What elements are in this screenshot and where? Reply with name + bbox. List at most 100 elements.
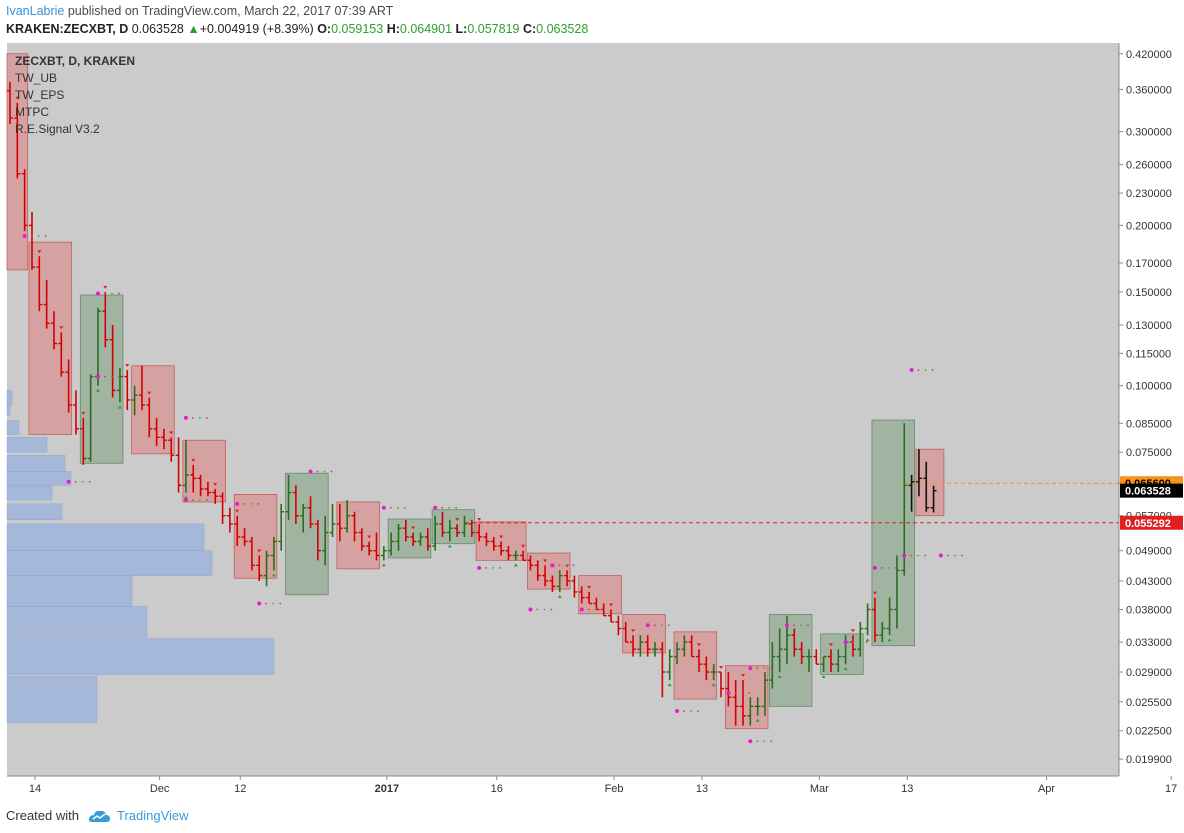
trend-box-down <box>724 665 769 730</box>
author-link[interactable]: IvanLabrie <box>6 4 65 18</box>
legend-title[interactable]: ZECXBT, D, KRAKEN <box>15 54 136 68</box>
signal-trail-dot <box>250 502 253 505</box>
candle <box>454 517 461 537</box>
signal-trail-dot <box>279 602 282 605</box>
publish-info: published on TradingView.com, March 22, … <box>64 4 394 18</box>
price-axis[interactable] <box>1119 43 1184 776</box>
candle <box>212 482 219 504</box>
signal-trail-dot <box>403 506 406 509</box>
candle <box>923 461 930 512</box>
volume-profile-bar <box>6 675 98 723</box>
candle <box>608 603 615 623</box>
signal-dot <box>95 291 100 296</box>
candle <box>190 458 197 493</box>
signal-trail-dot <box>865 641 868 644</box>
trend-box-down <box>578 575 622 615</box>
y-axis-ticks: 0.420000 0.360000 0.300000 0.260000 0.230000… <box>1118 43 1183 776</box>
signal-trail-dot <box>763 740 766 743</box>
y-tick-label: 0.150000 <box>1126 287 1172 299</box>
indicator-legend: ZECXBT, D, KRAKEN TW_UB TW_EPS MTPC R.E.… <box>15 53 135 138</box>
down-triangle-icon <box>411 526 416 530</box>
down-triangle-icon <box>257 549 262 553</box>
trend-box-up <box>820 633 864 675</box>
signal-trail-dot <box>396 506 399 509</box>
candle <box>278 503 285 551</box>
candle <box>805 649 812 673</box>
signal-trail-dot <box>485 566 488 569</box>
candle <box>637 635 644 657</box>
candle <box>879 622 886 643</box>
candle <box>696 643 703 673</box>
up-triangle-icon <box>513 563 518 567</box>
signal-trail-dot <box>800 624 802 627</box>
candle <box>116 367 123 409</box>
signal-trail-dot <box>81 480 84 483</box>
down-triangle-icon <box>37 250 42 254</box>
candle <box>373 532 380 561</box>
candle <box>820 655 827 679</box>
symbol-label: KRAKEN:ZECXBT, D <box>6 22 129 36</box>
signal-trail-dot <box>587 608 590 611</box>
signal-dot <box>22 234 27 239</box>
trend-box-down <box>131 365 175 455</box>
candle <box>490 536 497 551</box>
signal-trail-dot <box>851 641 854 644</box>
candle <box>483 532 490 547</box>
signal-trail-dot <box>748 691 751 694</box>
candle <box>718 666 725 698</box>
trend-box-down <box>233 494 278 579</box>
signal-trail-dot <box>807 624 809 627</box>
candle <box>710 664 717 687</box>
candle <box>87 374 94 462</box>
low-value: 0.057819 <box>467 22 520 36</box>
y-tick-label: 0.025500 <box>1126 697 1172 709</box>
signal-dot <box>843 640 848 645</box>
signal-trail-dot <box>441 506 444 509</box>
signal-trail-dot <box>690 710 692 712</box>
candle <box>769 642 776 689</box>
candle <box>556 570 563 598</box>
legend-item[interactable]: R.E.Signal V3.2 <box>15 122 100 136</box>
signal-dot <box>66 479 71 484</box>
candle <box>468 519 475 537</box>
signal-trail-dot <box>323 470 326 473</box>
candle <box>417 532 424 547</box>
down-triangle-icon <box>103 285 108 289</box>
signal-trail-dot <box>44 235 47 237</box>
tradingview-brand[interactable]: TradingView <box>117 808 189 823</box>
high-value: 0.064901 <box>399 22 453 36</box>
down-triangle-icon <box>477 517 482 521</box>
y-tick-label: 0.260000 <box>1126 160 1172 172</box>
signal-trail-dot <box>858 641 861 644</box>
candle <box>586 585 593 605</box>
candle <box>791 628 798 657</box>
volume-profile-bar <box>6 420 20 435</box>
y-tick-label: 0.029000 <box>1126 667 1172 679</box>
candle <box>36 250 43 312</box>
candle <box>549 575 556 592</box>
chart-svg[interactable]: 0.420000 0.360000 0.300000 0.260000 0.230000… <box>0 0 1184 800</box>
candle <box>234 509 241 547</box>
x-tick-label: 2017 <box>375 783 399 795</box>
high-label: H: <box>386 22 400 36</box>
candle <box>439 511 446 537</box>
signal-trail-dot <box>199 417 201 419</box>
up-triangle-icon <box>887 638 892 642</box>
legend-item[interactable]: TW_EPS <box>15 88 65 102</box>
signal-dot <box>257 601 262 606</box>
signal-dot <box>748 739 753 744</box>
legend-item[interactable]: MTPC <box>15 105 49 119</box>
signal-trail-dot <box>565 564 568 567</box>
candle <box>688 635 695 658</box>
signal-trail-dot <box>199 499 201 501</box>
down-triangle-icon <box>697 643 702 647</box>
candle <box>432 515 439 551</box>
legend-item[interactable]: TW_UB <box>15 71 57 85</box>
signal-dot <box>477 565 482 570</box>
signal-dot <box>675 709 680 714</box>
up-triangle-icon <box>821 675 826 679</box>
candle <box>659 642 666 698</box>
x-axis-ticks: 14 Dec 12 2017 16 Feb 13 Mar 13 Apr 17 <box>7 775 1177 799</box>
signal-dot <box>872 565 877 570</box>
y-tick-label: 0.049000 <box>1126 546 1172 558</box>
